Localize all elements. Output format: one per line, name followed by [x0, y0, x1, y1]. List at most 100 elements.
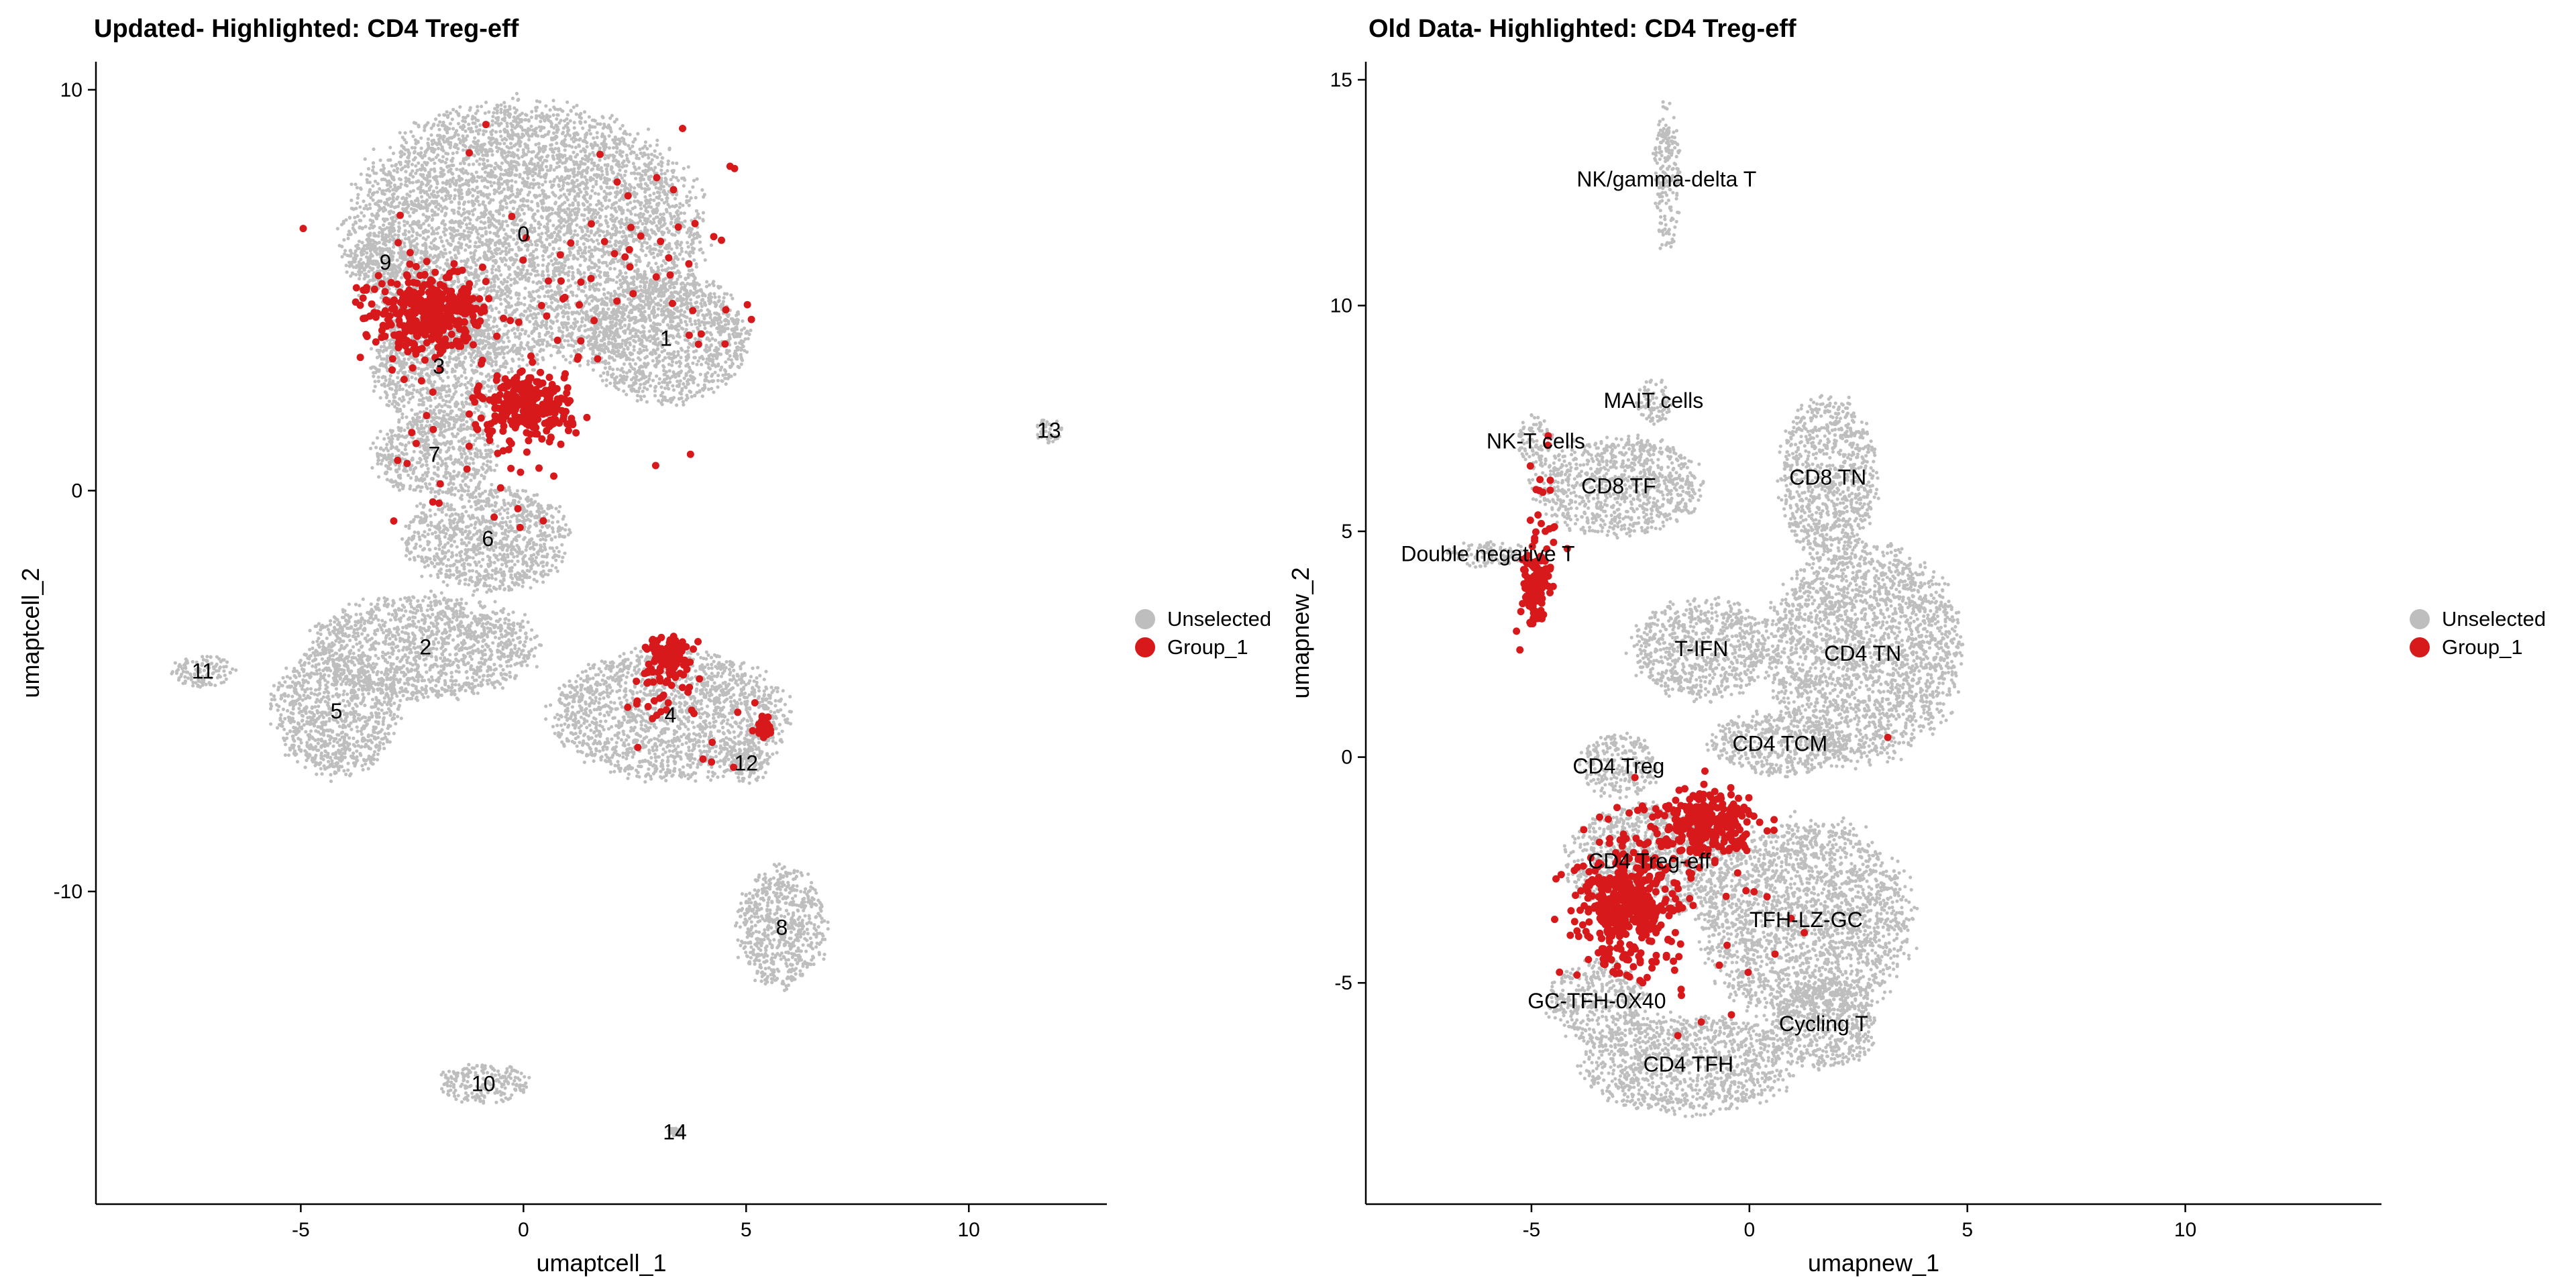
unselected-point [635, 237, 639, 241]
unselected-point [636, 221, 640, 225]
unselected-point [362, 207, 366, 211]
unselected-point [578, 272, 583, 276]
unselected-point [451, 127, 455, 131]
unselected-point [468, 239, 472, 244]
unselected-point [565, 325, 569, 329]
unselected-point [669, 266, 674, 270]
unselected-point [448, 226, 452, 230]
unselected-point [527, 162, 532, 166]
unselected-point [580, 213, 584, 217]
unselected-point [546, 132, 550, 136]
unselected-point [453, 220, 458, 224]
unselected-point [551, 275, 555, 279]
unselected-point [486, 158, 490, 163]
unselected-point [535, 269, 539, 273]
unselected-point [431, 217, 435, 221]
unselected-point [526, 172, 530, 176]
unselected-point [504, 258, 508, 262]
unselected-point [540, 231, 544, 235]
unselected-point [691, 233, 696, 237]
unselected-point [581, 139, 585, 143]
unselected-point [576, 347, 580, 352]
unselected-point [575, 294, 579, 298]
unselected-point [568, 306, 572, 310]
unselected-point [541, 254, 545, 258]
unselected-point [475, 229, 479, 233]
unselected-point [579, 236, 584, 240]
unselected-point [460, 177, 464, 181]
unselected-point [416, 152, 421, 156]
unselected-point [384, 189, 388, 193]
unselected-point [629, 212, 633, 216]
unselected-point [597, 266, 601, 270]
unselected-point [646, 127, 651, 131]
unselected-point [609, 129, 613, 133]
unselected-point [529, 115, 533, 119]
unselected-point [433, 117, 438, 121]
unselected-point [531, 174, 535, 178]
unselected-point [654, 186, 658, 190]
unselected-point [658, 245, 662, 249]
unselected-point [703, 258, 707, 262]
unselected-point [558, 178, 562, 182]
unselected-point [526, 204, 530, 208]
unselected-point [390, 193, 394, 197]
unselected-point [490, 215, 494, 219]
unselected-point [456, 147, 460, 151]
unselected-point [540, 338, 544, 342]
unselected-point [532, 345, 536, 349]
unselected-point [354, 272, 358, 277]
unselected-point [598, 330, 602, 334]
unselected-point [411, 174, 415, 179]
unselected-point [647, 176, 651, 180]
unselected-point [593, 215, 598, 219]
unselected-point [540, 155, 544, 159]
unselected-point [382, 205, 386, 209]
unselected-point [618, 152, 623, 156]
unselected-point [561, 161, 565, 165]
unselected-point [350, 207, 354, 211]
unselected-point [388, 158, 392, 162]
unselected-point [390, 164, 394, 168]
unselected-point [484, 238, 489, 242]
unselected-point [429, 133, 433, 137]
unselected-point [515, 154, 519, 158]
unselected-point [457, 212, 461, 216]
unselected-point [431, 190, 436, 194]
unselected-point [469, 251, 473, 255]
unselected-point [665, 169, 669, 173]
unselected-point [482, 271, 486, 275]
unselected-point [537, 311, 541, 315]
unselected-point [443, 160, 447, 165]
unselected-point [429, 168, 433, 172]
unselected-point [544, 302, 548, 306]
unselected-point [580, 156, 585, 161]
unselected-point [433, 254, 437, 258]
unselected-point [571, 293, 575, 297]
unselected-point [542, 195, 546, 199]
unselected-point [680, 246, 684, 251]
unselected-point [533, 339, 537, 343]
unselected-point [460, 192, 464, 196]
unselected-point [506, 335, 510, 339]
unselected-point [596, 241, 600, 246]
unselected-point [426, 142, 430, 146]
unselected-point [439, 239, 444, 243]
unselected-point [446, 180, 450, 184]
unselected-point [562, 119, 567, 123]
unselected-point [702, 193, 706, 197]
unselected-point [436, 202, 440, 207]
unselected-point [551, 223, 555, 227]
unselected-point [599, 186, 604, 191]
unselected-point [390, 176, 394, 180]
unselected-point [528, 309, 533, 313]
unselected-point [622, 138, 626, 142]
unselected-point [624, 271, 628, 275]
unselected-point [601, 115, 605, 119]
unselected-point [647, 162, 651, 166]
unselected-point [440, 145, 444, 149]
unselected-point [499, 134, 503, 138]
unselected-point [664, 246, 668, 250]
unselected-point [399, 154, 404, 158]
unselected-point [701, 217, 705, 221]
